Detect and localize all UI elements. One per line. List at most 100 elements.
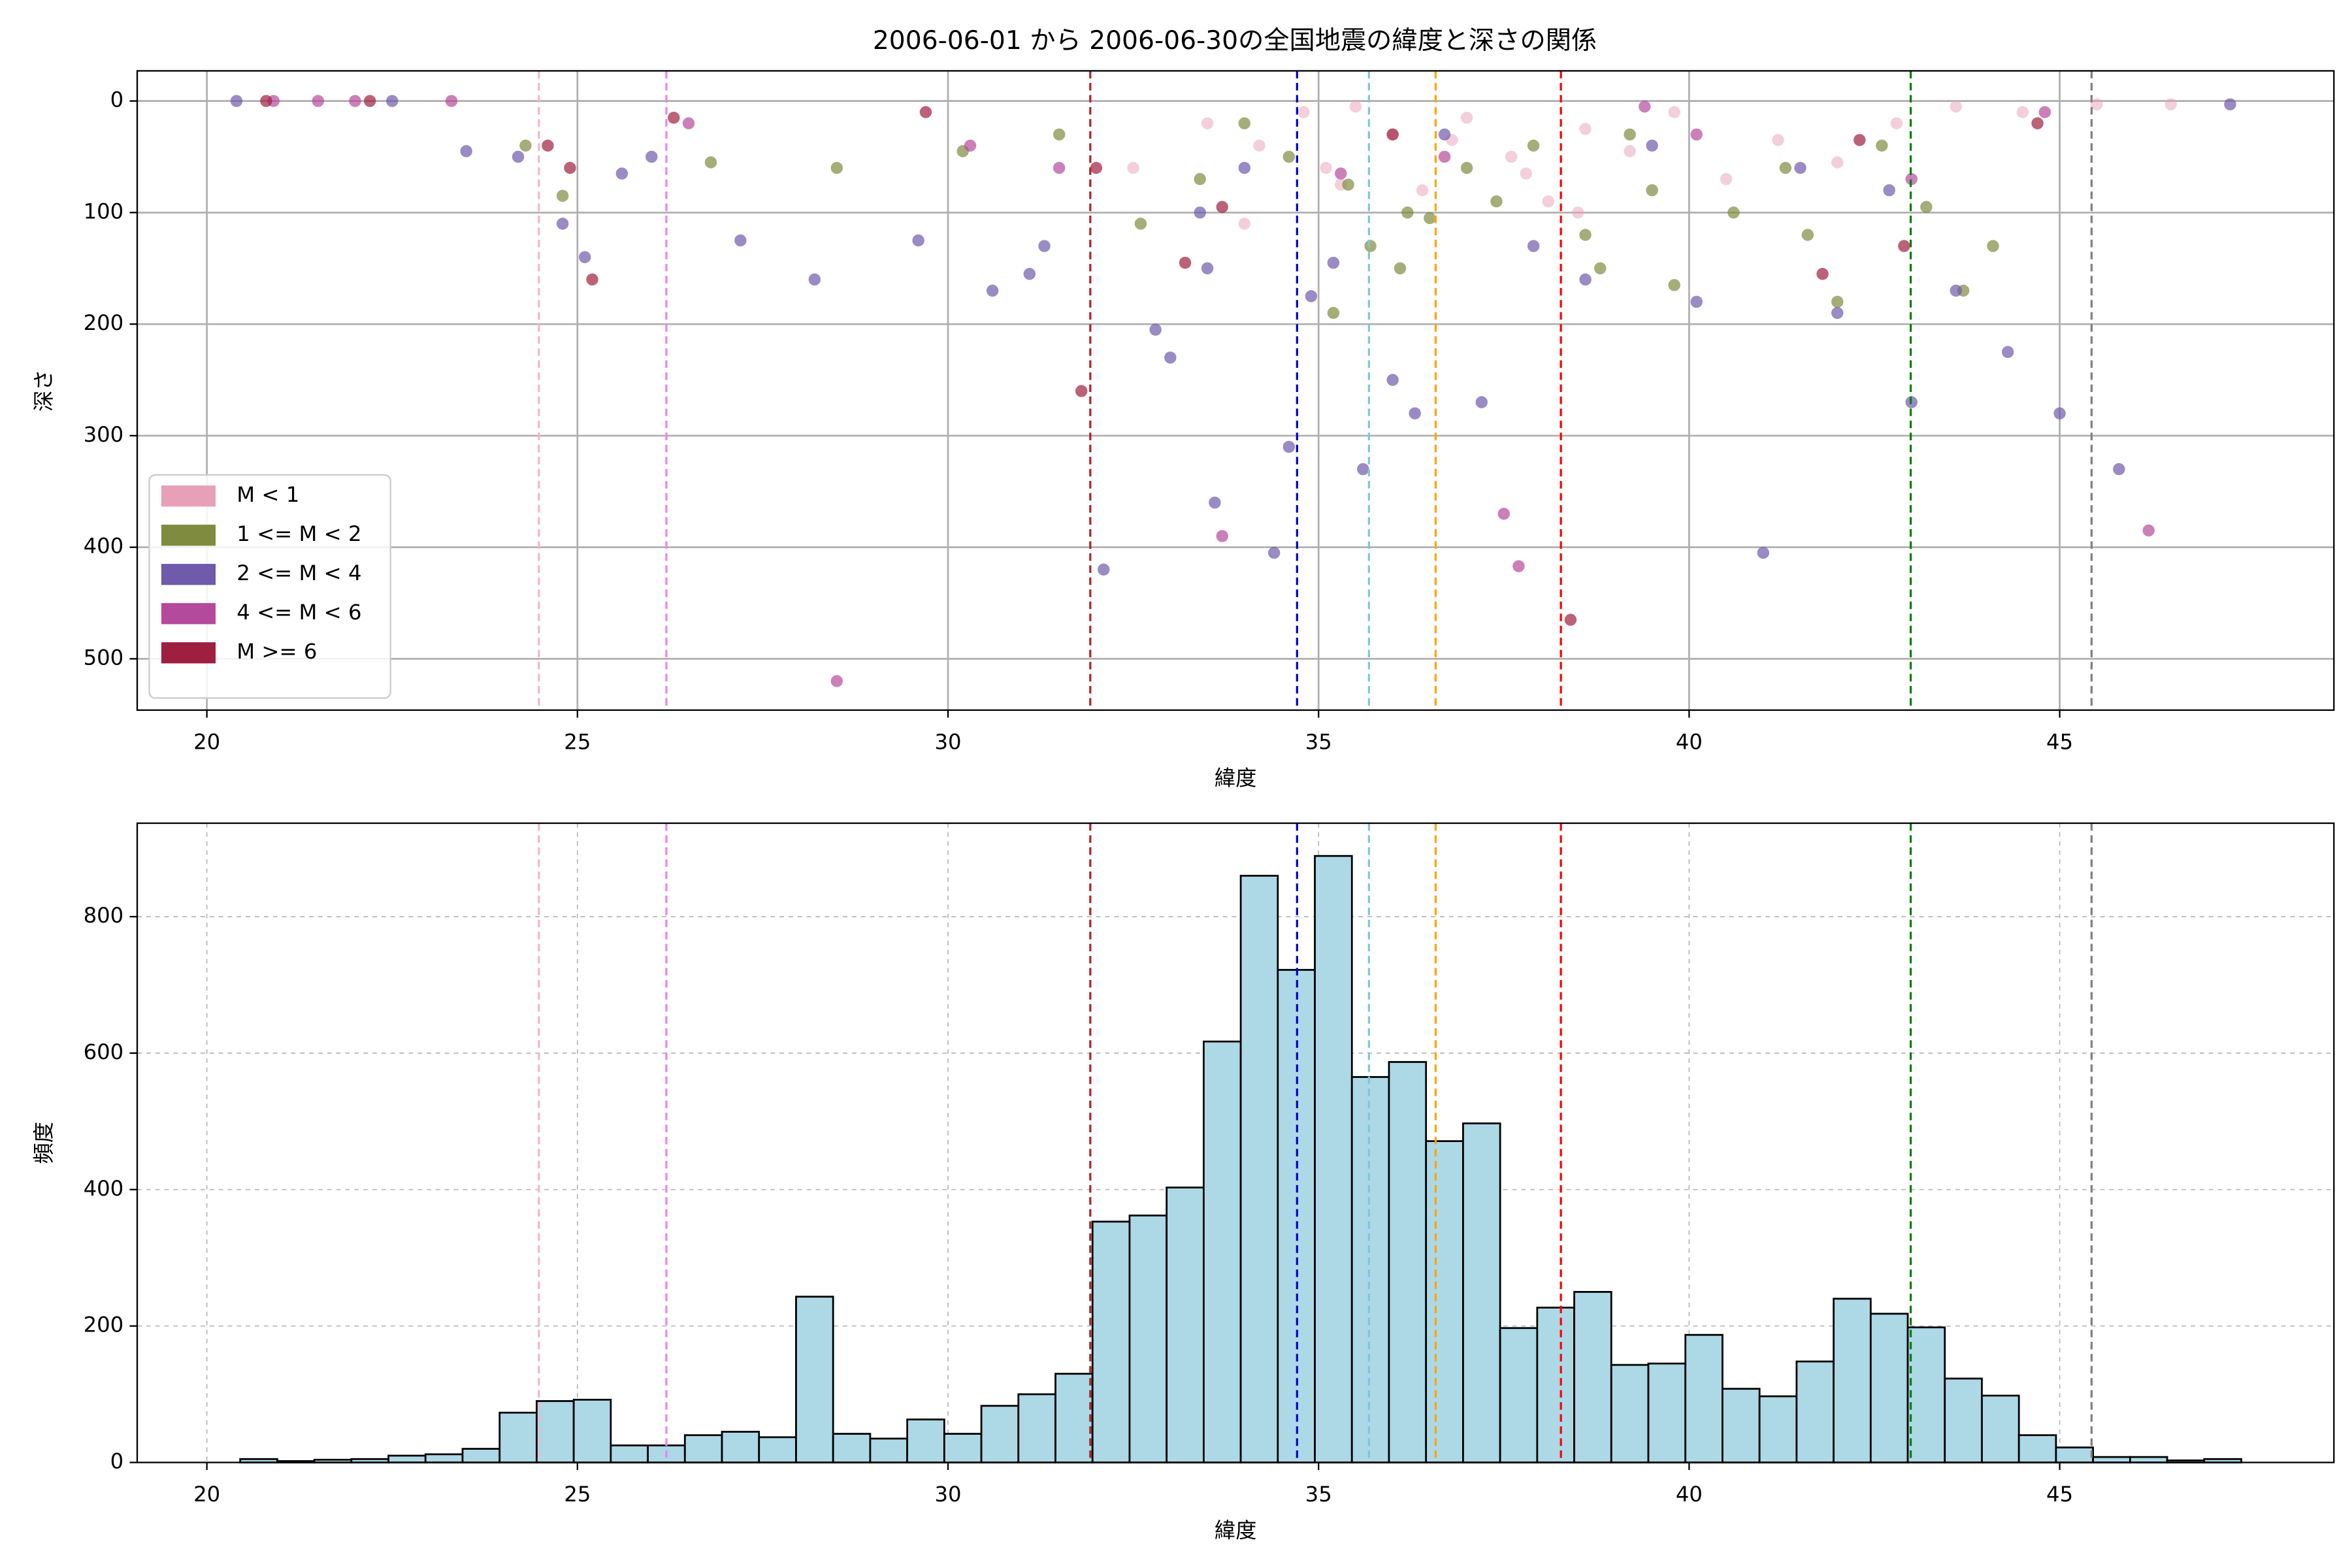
scatter-point [2001,346,2014,359]
scatter-point [1134,218,1147,230]
histogram-bar [2017,1434,2057,1463]
scatter-point [349,95,361,107]
legend-swatch [161,603,216,625]
scatter-point [1327,306,1340,319]
legend-label: M >= 6 [237,639,317,664]
scatter-point [2091,98,2103,110]
scatter-point [2164,98,2177,110]
scatter-point [1497,508,1511,520]
scatter-point [1920,201,1933,214]
chart-title: 2006-06-01 から 2006-06-30の全国地震の緯度と深さの関係 [873,26,1597,56]
y-tick-label: 600 [84,1039,124,1064]
histogram-bar [1758,1395,1798,1463]
x-tick-label: 30 [934,730,961,755]
scatter-point [1564,613,1577,626]
scatter-point [1883,184,1895,197]
histogram-bar [387,1454,427,1463]
scatter-point [1505,150,1518,163]
y-tick-label: 100 [84,199,124,223]
scatter-point [1579,273,1592,286]
scatter-point [1349,100,1362,113]
histogram-bar [832,1433,872,1463]
scatter-point [2224,98,2236,110]
scatter-point [830,675,843,687]
scatter-point [1327,256,1340,269]
scatter-point [1512,560,1525,572]
y-tick-label: 200 [84,310,124,335]
scatter-point [1594,262,1607,274]
scatter-point [1282,150,1296,163]
scatter-point [1572,206,1584,219]
x-tick-label: 20 [193,1482,220,1507]
histogram-bar [2055,1446,2095,1463]
legend-swatch [161,642,216,664]
scatter-point [1357,463,1369,476]
scatter-point [830,161,843,174]
scatter-point [986,284,999,297]
scatter-point [668,111,680,124]
scatter-point [2142,524,2155,537]
scatter-point [1898,240,1910,252]
histogram-bar [906,1418,945,1463]
y-tick-label: 500 [84,645,124,670]
scatter-point [542,139,554,152]
histogram-bar [1573,1291,1612,1463]
scatter-point [919,106,932,118]
histogram-bar [1202,1040,1242,1463]
scatter-point [1876,139,1888,152]
scatter-point [2031,117,2044,129]
scatter-point [445,95,458,107]
histogram-bar [943,1433,983,1463]
scatter-point [1416,184,1429,197]
scatter-point [460,145,472,157]
scatter-point [1987,240,1999,252]
legend-label: M < 1 [237,482,299,507]
scatter-point [1542,195,1555,208]
histogram-bar [1425,1140,1464,1463]
histogram-bar [1944,1377,1983,1463]
histogram-bar [1833,1298,1872,1463]
histogram-bar [1314,855,1353,1463]
legend-label: 2 <= M < 4 [237,561,361,585]
scatter-point [519,139,532,152]
histogram-bar [1350,1076,1390,1463]
scatter-point [1127,161,1139,174]
scatter-point [808,273,821,286]
scatter-point [1238,218,1250,230]
scatter-point [1342,178,1354,191]
scatter-point [1801,229,1814,241]
scatter-point [1890,117,1903,129]
scatter-point [1490,195,1503,208]
scatter-point [1201,117,1214,129]
legend-label: 4 <= M < 6 [237,600,361,625]
scatter-point [1668,279,1680,291]
histogram-bar [1684,1333,1723,1463]
scatter-point [1253,139,1266,152]
histogram-bar [795,1296,834,1463]
x-tick-label: 20 [193,730,220,755]
scatter-point [1831,295,1844,308]
histogram-bar [1981,1394,2020,1463]
scatter-point [1460,111,1473,124]
legend-swatch [161,564,216,585]
histogram-bar [1462,1122,1501,1463]
y-tick-label: 800 [84,903,124,928]
scatter-point [1386,374,1399,386]
legend-label: 1 <= M < 2 [237,521,361,546]
scatter-point [1831,156,1844,169]
scatter-point [1238,117,1250,129]
histogram-bar [1128,1215,1168,1463]
histogram-bar [424,1453,464,1463]
scatter-point [1298,106,1310,118]
histogram-bar [980,1405,1020,1463]
scatter-point [1854,134,1866,146]
scatter-point [1282,440,1296,453]
scatter-point [1238,161,1250,174]
histogram-bar [1239,875,1279,1463]
histogram-bar [721,1431,760,1463]
scatter-point [1424,212,1436,225]
scatter-point [556,189,569,202]
histogram-bar [1166,1186,1205,1463]
